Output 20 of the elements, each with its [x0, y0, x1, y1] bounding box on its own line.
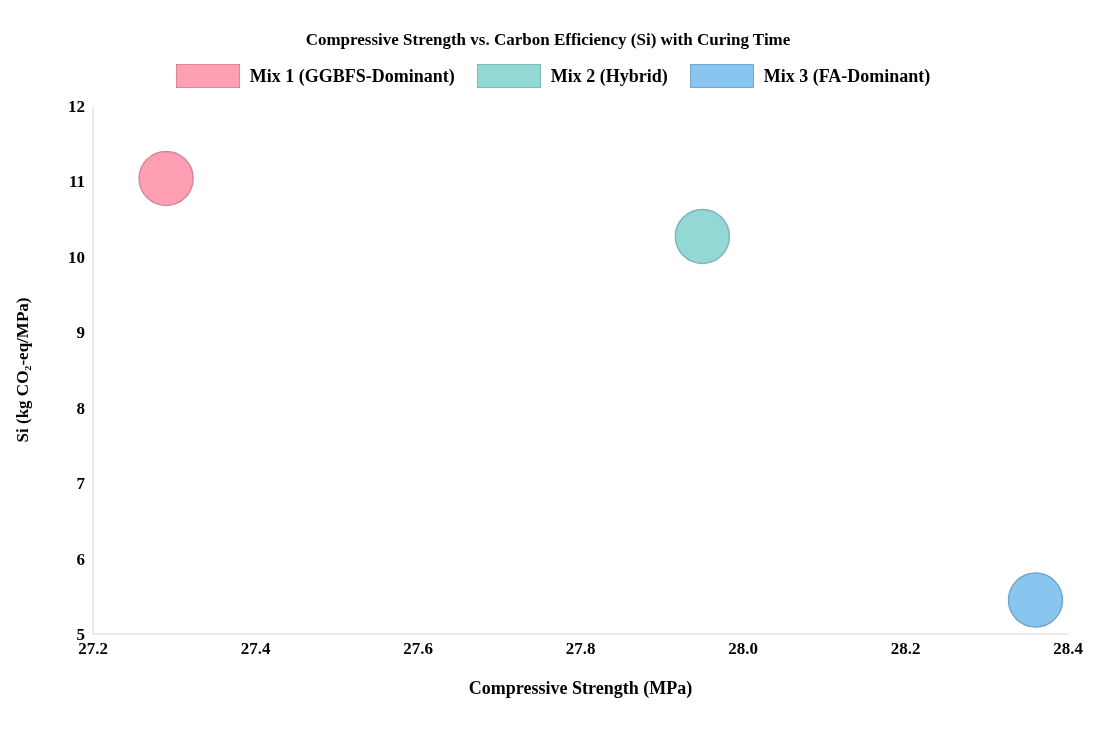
x-tick-label: 28.4 — [1053, 639, 1084, 659]
y-tick-label: 9 — [76, 323, 85, 343]
legend-label: Mix 2 (Hybrid) — [550, 65, 668, 87]
legend-label: Mix 1 (GGBFS-Dominant) — [249, 65, 455, 87]
y-tick-label: 12 — [68, 97, 85, 117]
y-tick-label: 10 — [68, 247, 85, 267]
y-tick-label: 11 — [68, 172, 85, 192]
chart-title: Compressive Strength vs. Carbon Efficiency (Si) with Curing Time — [304, 29, 792, 51]
x-tick-label: 28.2 — [890, 639, 921, 659]
x-tick-label: 27.6 — [403, 639, 433, 659]
y-tick-label: 6 — [76, 549, 85, 569]
x-tick-label: 28.0 — [728, 639, 758, 659]
x-axis-title: Compressive Strength (MPa) — [468, 678, 693, 699]
x-tick-label: 27.4 — [240, 639, 271, 659]
y-axis-title: Si (kg CO₂-eq/MPa) — [13, 297, 32, 443]
legend-label: Mix 3 (FA-Dominant) — [763, 65, 931, 87]
y-tick-label: 7 — [76, 474, 86, 494]
y-tick-label: 8 — [76, 398, 85, 418]
x-tick-label: 27.2 — [78, 639, 108, 659]
x-tick-label: 27.8 — [565, 639, 596, 659]
